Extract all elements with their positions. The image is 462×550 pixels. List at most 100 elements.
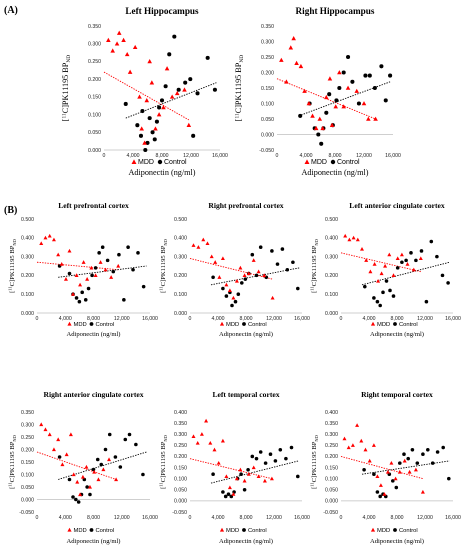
y-tick-label: 0.300 (174, 254, 187, 260)
control-point (291, 260, 295, 265)
x-tick-label: 4,000 (127, 153, 140, 159)
mdd-point (256, 474, 261, 479)
mdd-trendline (340, 456, 424, 480)
control-point (223, 494, 228, 499)
control-point (140, 108, 145, 114)
chart-8: Right temporal cortex -0.050 0.000 0.050 0.1… (310, 390, 462, 545)
legend-control-label: Control (248, 528, 267, 534)
y-tick-label: 0.400 (174, 236, 187, 242)
y-tick-label: -0.050 (323, 510, 338, 516)
mdd-point (298, 63, 304, 69)
mdd-point (132, 44, 138, 50)
y-tick-label: 0.400 (174, 410, 187, 416)
y-tick-label: 0.000 (21, 311, 34, 317)
mdd-point (161, 105, 166, 110)
x-tick-label: 16,000 (445, 515, 461, 521)
mdd-point (288, 45, 294, 50)
mdd-point (420, 489, 425, 494)
mdd-point (238, 265, 243, 270)
control-point (346, 54, 351, 60)
control-point (95, 457, 100, 462)
chart-1: Left Hippocampus 0.000 0.050 0.100 0.150 0.20… (61, 6, 228, 177)
mdd-point (107, 457, 112, 462)
control-point (80, 290, 84, 295)
legend-mdd-marker (370, 527, 376, 532)
y-tick-label: 0.250 (174, 443, 187, 449)
mdd-point (355, 237, 360, 242)
control-point (242, 487, 247, 492)
control-point (400, 260, 404, 265)
control-point (319, 141, 324, 146)
control-point (239, 472, 243, 477)
x-tick-label: 0 (340, 515, 343, 521)
mdd-point (360, 246, 364, 251)
y-tick-label: 0.000 (174, 311, 187, 317)
control-point (268, 452, 273, 457)
y-tick-label: 0.250 (21, 435, 34, 441)
mdd-point (269, 476, 274, 481)
charts-group: Left Hippocampus 0.000 0.050 0.100 0.150 0.20… (8, 6, 462, 545)
y-tick-label: 0.100 (174, 292, 187, 298)
legend-control-marker (393, 322, 397, 326)
x-tick-label: 0 (276, 153, 279, 159)
y-tick-label: 0.050 (174, 488, 187, 494)
mdd-point (67, 248, 72, 253)
mdd-point (75, 479, 80, 484)
mdd-point (191, 434, 196, 439)
mdd-point (87, 484, 92, 489)
control-point (324, 110, 329, 115)
mdd-point (216, 461, 221, 465)
control-point (103, 447, 108, 452)
mdd-point (71, 472, 76, 477)
legend-control-label: Control (248, 322, 267, 328)
control-point (67, 271, 72, 276)
chart-title: Right anterior cingulate cortex (43, 390, 143, 399)
y-tick-label: 0.350 (21, 410, 34, 416)
legend-mdd-label: MDD (311, 159, 327, 166)
control-point (284, 456, 288, 461)
control-point (211, 275, 215, 280)
mdd-point (56, 252, 61, 257)
mdd-point (291, 36, 296, 41)
mdd-point (317, 116, 323, 121)
x-tick-label: 16,000 (212, 153, 228, 159)
x-axis-label: Adiponectin (ng/ml) (128, 168, 195, 177)
control-point (296, 474, 300, 479)
control-point (135, 123, 140, 128)
control-point (154, 119, 159, 124)
control-point (367, 73, 372, 78)
control-point (141, 472, 145, 477)
mdd-point (164, 66, 170, 71)
mdd-point (109, 275, 114, 279)
mdd-point (106, 37, 111, 42)
mdd-point (418, 256, 423, 261)
mdd-point (124, 51, 130, 57)
mdd-point (149, 80, 155, 85)
mdd-point (212, 447, 217, 452)
mdd-point (364, 258, 369, 262)
legend-control-label: Control (96, 322, 115, 328)
y-tick-label: 0.350 (261, 24, 274, 30)
mdd-point (199, 432, 204, 436)
control-point (395, 266, 400, 270)
y-tick-label: 0.150 (325, 465, 338, 471)
mdd-point (383, 263, 388, 268)
mdd-point (379, 271, 384, 276)
x-tick-label: 12,000 (417, 515, 433, 521)
chart-title: Left temporal cortex (212, 390, 279, 399)
y-tick-label: 0.000 (88, 148, 101, 154)
mdd-point (361, 101, 367, 106)
mdd-point (391, 273, 396, 277)
mdd-point (227, 485, 232, 490)
mdd-point (284, 79, 289, 84)
control-point (363, 284, 367, 289)
mdd-point (127, 69, 133, 74)
mdd-point (56, 437, 61, 442)
x-tick-label: 0 (189, 316, 192, 322)
control-point (159, 98, 165, 103)
mdd-point (220, 438, 225, 443)
x-tick-label: 4,000 (212, 316, 225, 322)
legend-mdd-marker (67, 527, 72, 532)
control-point (233, 299, 238, 304)
